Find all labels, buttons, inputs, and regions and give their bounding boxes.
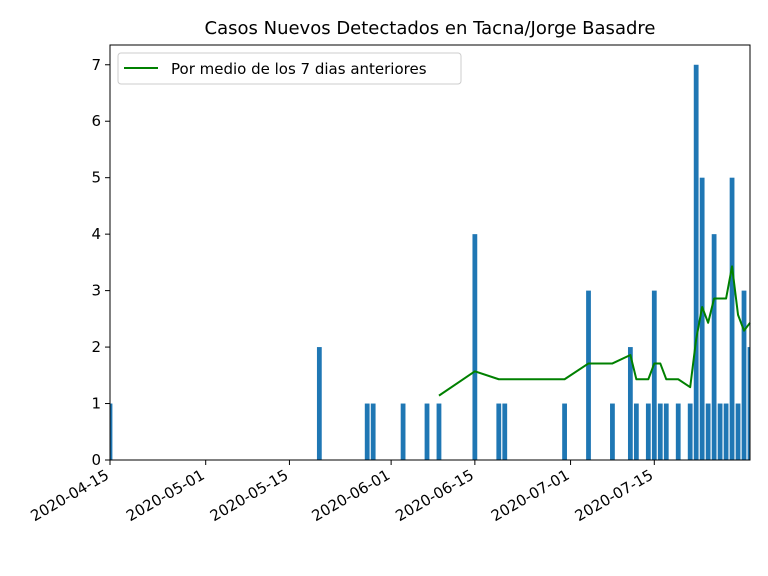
x-tick-label-2020-07-01: 2020-07-01: [488, 466, 573, 525]
bar-2020-06-07: [424, 403, 430, 460]
x-tick-label-2020-06-15: 2020-06-15: [392, 466, 477, 525]
y-tick-label-7: 7: [91, 56, 101, 74]
bar-2020-07-08: [610, 403, 615, 460]
bar-2020-06-30: [562, 403, 567, 460]
y-tick-label-0: 0: [91, 451, 101, 469]
y-tick-label-3: 3: [91, 282, 101, 300]
bar-2020-07-31: [747, 347, 750, 460]
bar-2020-07-12: [633, 403, 639, 460]
bar-2020-07-30: [741, 290, 747, 460]
bar-2020-04-15: [110, 403, 113, 460]
bar-2020-05-20: [316, 347, 322, 460]
bar-2020-07-19: [675, 403, 681, 460]
plot-frame: [109, 44, 751, 461]
bar-2020-07-11: [627, 347, 633, 460]
bar-2020-07-23: [699, 177, 705, 460]
y-axis: 0 1 2 3 4 5 6 7: [91, 56, 110, 469]
bar-2020-06-09: [436, 403, 442, 460]
bar-2020-07-26: [717, 403, 723, 460]
line-series: [438, 265, 751, 397]
bar-2020-07-16: [657, 403, 663, 460]
bar-2020-07-17: [663, 403, 669, 460]
bar-2020-06-03: [400, 403, 406, 460]
bar-2020-07-21: [687, 403, 693, 460]
x-tick-label-2020-05-01: 2020-05-01: [123, 466, 208, 525]
bar-2020-07-15: [651, 290, 657, 460]
bar-2020-06-15: [472, 234, 478, 460]
bar-2020-07-24: [705, 403, 711, 460]
chart-title: Casos Nuevos Detectados en Tacna/Jorge B…: [205, 18, 656, 39]
y-tick-label-4: 4: [91, 225, 101, 243]
x-tick-label-2020-06-01: 2020-06-01: [309, 466, 394, 525]
bar-2020-06-19: [496, 403, 502, 460]
bar-2020-05-29: [370, 403, 376, 460]
y-tick-label-6: 6: [91, 112, 101, 130]
bar-2020-07-25: [711, 234, 717, 460]
bar-2020-07-14: [645, 403, 651, 460]
x-tick-label-2020-07-15: 2020-07-15: [572, 466, 657, 525]
bar-2020-07-22: [693, 64, 699, 460]
y-tick-label-1: 1: [91, 395, 101, 413]
series-line: [438, 265, 751, 397]
bar-2020-06-20: [502, 403, 508, 460]
bars: [110, 64, 750, 460]
x-tick-label-2020-05-15: 2020-05-15: [207, 466, 292, 525]
x-tick-label-2020-04-15: 2020-04-15: [27, 466, 112, 525]
x-axis: 2020-04-15 2020-05-01 2020-05-15 2020-06-01…: [27, 460, 656, 525]
bar-2020-07-28: [729, 177, 735, 460]
legend-box: [117, 52, 462, 85]
y-tick-label-2: 2: [91, 338, 101, 356]
bar-2020-05-28: [364, 403, 370, 460]
legend-label: Por medio de los 7 dias anteriores: [171, 60, 427, 78]
bar-2020-07-04: [586, 290, 591, 460]
y-tick-label-5: 5: [91, 169, 101, 187]
bar-2020-07-27: [723, 403, 729, 460]
bar-2020-07-29: [735, 403, 741, 460]
legend: Por medio de los 7 dias anteriores: [117, 52, 462, 85]
